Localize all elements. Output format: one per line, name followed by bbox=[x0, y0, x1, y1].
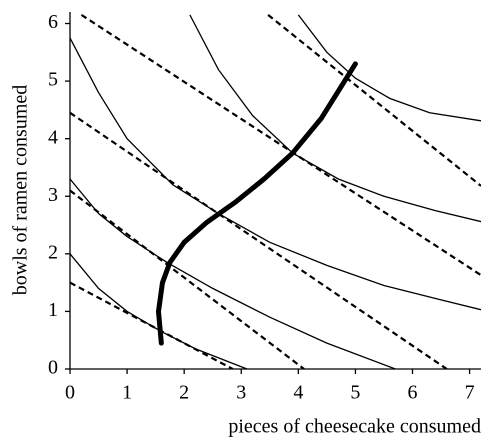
x-tick-label: 3 bbox=[236, 382, 246, 404]
y-tick-label: 2 bbox=[48, 241, 58, 263]
dashed-curve bbox=[70, 189, 305, 369]
y-tick-label: 1 bbox=[48, 299, 58, 321]
y-axis-label: bowls of ramen consumed bbox=[10, 85, 32, 296]
x-tick-label: 0 bbox=[65, 382, 75, 404]
y-tick-label: 6 bbox=[48, 11, 58, 33]
x-tick-label: 4 bbox=[293, 382, 303, 404]
solid-curve bbox=[297, 14, 481, 122]
x-tick-label: 2 bbox=[179, 382, 189, 404]
dashed-curve bbox=[267, 14, 481, 187]
solid-curve bbox=[70, 178, 396, 369]
x-tick-label: 1 bbox=[122, 382, 132, 404]
dashed-curve bbox=[70, 281, 234, 369]
solid-curve bbox=[70, 37, 481, 311]
solid-curve bbox=[189, 14, 481, 223]
x-tick-label: 5 bbox=[350, 382, 360, 404]
x-axis-label: pieces of cheesecake consumed bbox=[228, 416, 481, 438]
x-tick-label: 7 bbox=[465, 382, 475, 404]
y-tick-label: 0 bbox=[48, 357, 58, 379]
x-tick-label: 6 bbox=[408, 382, 418, 404]
dashed-curve bbox=[80, 13, 481, 277]
y-tick-label: 4 bbox=[48, 126, 58, 148]
thick-curve bbox=[155, 61, 358, 346]
plot-area bbox=[70, 13, 481, 369]
y-tick-label: 5 bbox=[48, 69, 58, 91]
y-tick-label: 3 bbox=[48, 184, 58, 206]
dashed-curve bbox=[70, 111, 448, 369]
